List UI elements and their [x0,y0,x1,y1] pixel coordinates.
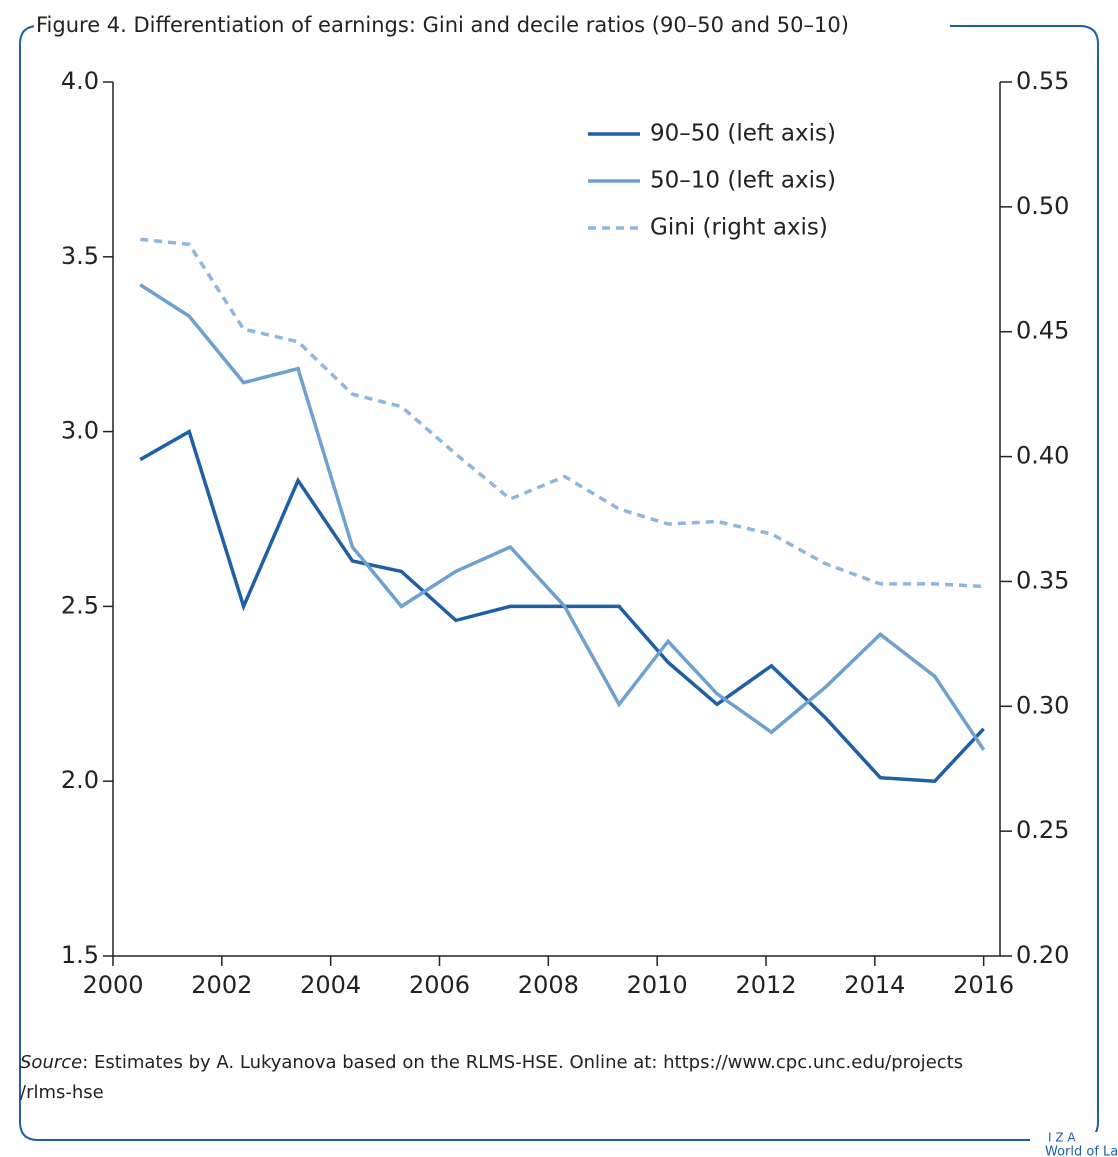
y2-tick-label: 0.20 [1016,941,1069,969]
source-text-2: /rlms-hse [20,1082,104,1103]
x-tick-label: 2014 [844,971,905,999]
legend-label: 90–50 (left axis) [650,121,836,147]
x-tick-label: 2010 [627,971,688,999]
y2-tick-label: 0.45 [1016,317,1069,345]
y2-tick-label: 0.35 [1016,566,1069,594]
x-tick-label: 2002 [191,971,252,999]
y-tick-label: 3.0 [61,417,99,445]
x-tick-label: 2006 [409,971,470,999]
y2-tick-label: 0.50 [1016,192,1069,220]
legend-label: Gini (right axis) [650,215,828,241]
source: Source: Estimates by A. Lukyanova based … [20,1052,963,1073]
source-label: Source [20,1052,82,1073]
series-line [139,283,986,751]
legend-label: 50–10 (left axis) [650,168,836,194]
y-tick-label: 1.5 [61,941,99,969]
title-bg [34,10,946,42]
x-tick-label: 2008 [518,971,579,999]
series-line [139,429,985,783]
y2-tick-label: 0.40 [1016,442,1069,470]
logo-bg [1030,1132,1118,1157]
x-tick-label: 2012 [735,971,796,999]
logo-top: I Z A [1048,1131,1076,1145]
x-tick-label: 2000 [82,971,143,999]
y2-tick-label: 0.55 [1016,67,1069,95]
source-text: : Estimates by A. Lukyanova based on the… [82,1052,963,1073]
x-tick-label: 2016 [953,971,1014,999]
series-line [140,237,984,589]
logo-bottom: World of Labor [1045,1145,1118,1157]
axes [112,82,1001,957]
y-tick-label: 4.0 [61,67,99,95]
y-tick-label: 3.5 [61,242,99,270]
y-tick-label: 2.5 [61,591,99,619]
x-tick-label: 2004 [300,971,361,999]
y2-tick-label: 0.30 [1016,691,1069,719]
y-tick-label: 2.0 [61,766,99,794]
chart-title: Figure 4. Differentiation of earnings: G… [36,13,849,37]
y2-tick-label: 0.25 [1016,816,1069,844]
